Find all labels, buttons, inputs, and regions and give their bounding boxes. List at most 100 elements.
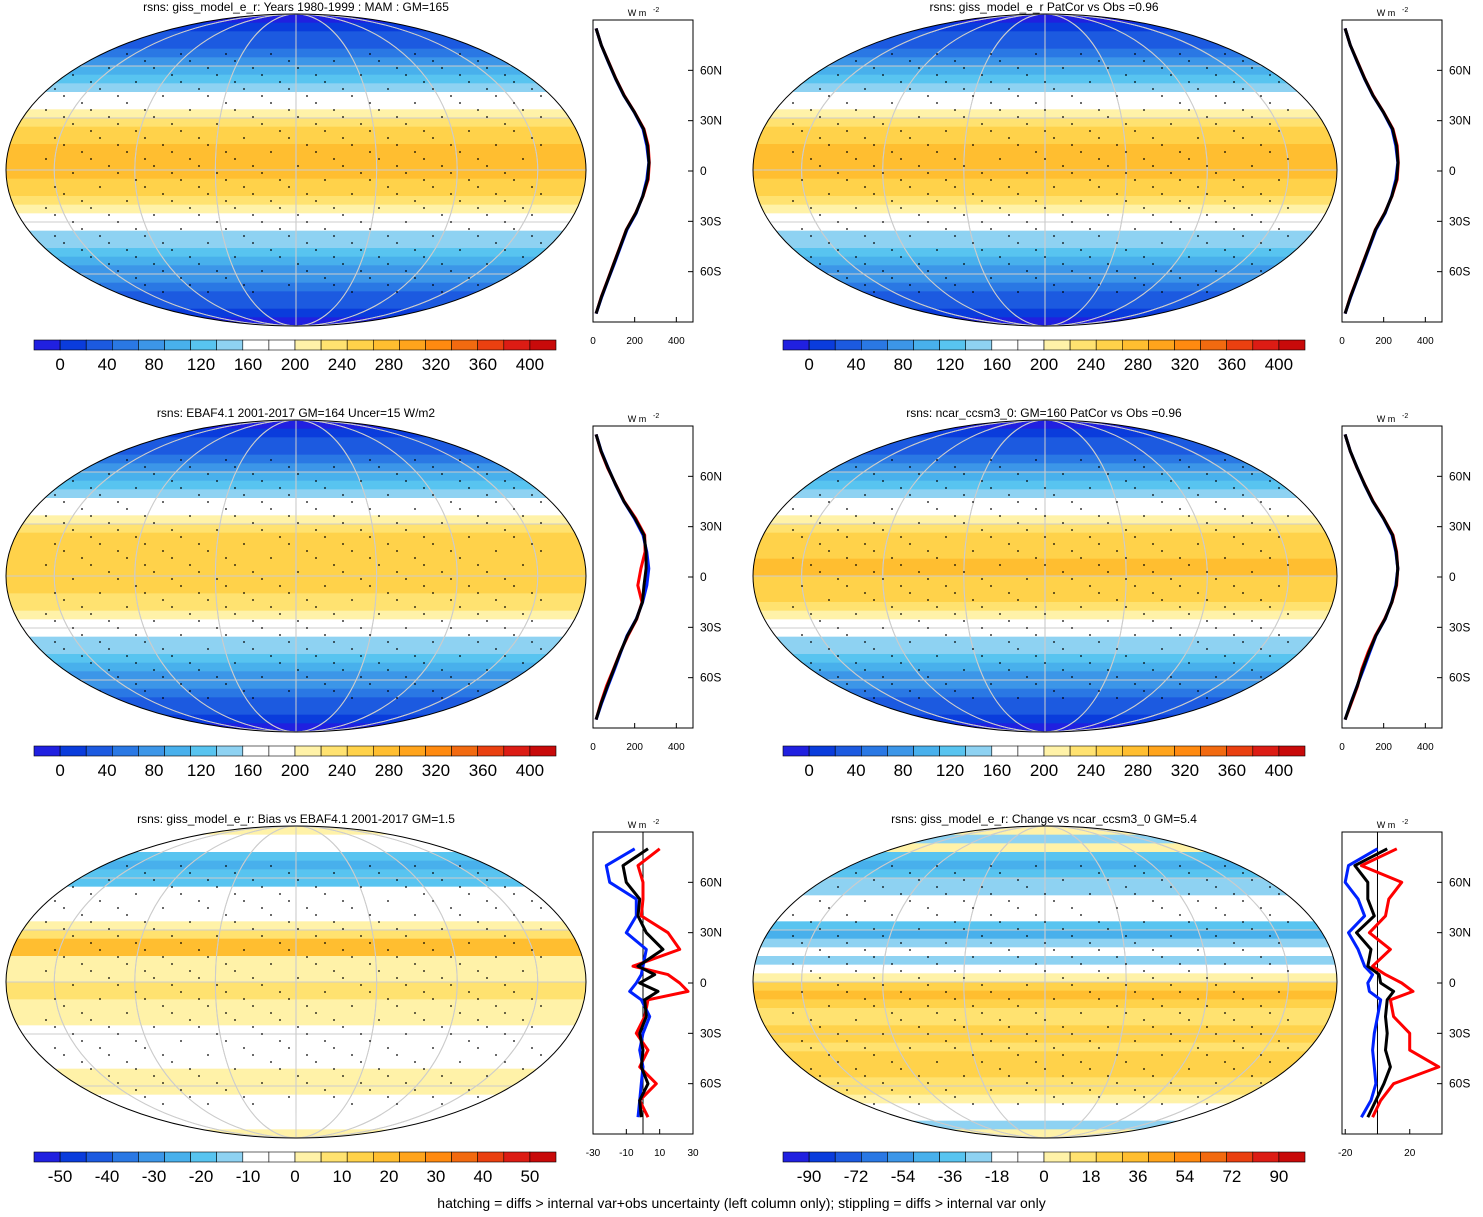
stipple-dot (1089, 662, 1091, 664)
profile-ytick-label: 60N (700, 875, 722, 889)
stipple-dot (873, 1005, 875, 1007)
stipple-dot (810, 1019, 812, 1021)
stipple-dot (333, 256, 335, 258)
stipple-dot (441, 879, 443, 881)
stipple-dot (189, 970, 191, 972)
stipple-dot (909, 186, 911, 188)
stipple-dot (1269, 151, 1271, 153)
stipple-dot (315, 914, 317, 916)
stipple-dot (225, 557, 227, 559)
stipple-dot (234, 81, 236, 83)
stipple-dot (1035, 963, 1037, 965)
stipple-dot (522, 662, 524, 664)
stipple-dot (846, 963, 848, 965)
stipple-dot (1224, 557, 1226, 559)
stipple-dot (1116, 599, 1118, 601)
stipple-dot (117, 95, 119, 97)
stipple-dot (1242, 109, 1244, 111)
stipple-dot (855, 515, 857, 517)
stipple-dot (873, 67, 875, 69)
colorbar-cell (992, 746, 1018, 756)
stipple-dot (540, 193, 542, 195)
stipple-dot (513, 634, 515, 636)
stipple-dot (459, 1061, 461, 1063)
profile-xtick-label: 400 (668, 742, 685, 753)
stipple-dot (126, 655, 128, 657)
stipple-dot (846, 536, 848, 538)
stipple-dot (1197, 690, 1199, 692)
stipple-dot (1251, 879, 1253, 881)
colorbar-tick-label: -50 (48, 1167, 73, 1186)
profile-ytick-label: 60N (700, 469, 722, 483)
stipple-dot (1269, 249, 1271, 251)
stipple-dot (45, 256, 47, 258)
profile-unit-sup: -2 (1402, 7, 1408, 14)
stipple-dot (459, 53, 461, 55)
stipple-dot (153, 620, 155, 622)
stipple-dot (1233, 487, 1235, 489)
stipple-dot (207, 473, 209, 475)
stipple-dot (261, 935, 263, 937)
stipple-dot (1071, 95, 1073, 97)
stipple-dot (90, 109, 92, 111)
stipple-dot (279, 179, 281, 181)
panel-ebaf: rsns: EBAF4.1 2001-2017 GM=164 Uncer=15 … (0, 406, 740, 811)
colorbar-tick-label: -20 (189, 1167, 214, 1186)
stipple-dot (261, 578, 263, 580)
stipple-dot (882, 1082, 884, 1084)
stipple-dot (72, 529, 74, 531)
colorbar-cell (1175, 746, 1201, 756)
colorbar-cell (165, 1152, 191, 1162)
stipple-dot (180, 487, 182, 489)
stipple-dot (216, 123, 218, 125)
stipple-dot (891, 151, 893, 153)
stipple-dot (234, 466, 236, 468)
stipple-dot (873, 550, 875, 552)
stipple-dot (450, 1005, 452, 1007)
stipple-dot (1278, 536, 1280, 538)
colorbar-tick-label: -90 (797, 1167, 822, 1186)
stipple-dot (387, 263, 389, 265)
colorbar-tick-label: 320 (422, 355, 450, 374)
stipple-dot (468, 130, 470, 132)
stipple-dot (189, 60, 191, 62)
stipple-dot (1251, 263, 1253, 265)
stipple-dot (324, 893, 326, 895)
stipple-dot (108, 571, 110, 573)
stipple-dot (234, 207, 236, 209)
stipple-dot (270, 1012, 272, 1014)
stipple-dot (459, 1012, 461, 1014)
stipple-dot (288, 494, 290, 496)
stipple-dot (1206, 165, 1208, 167)
stipple-dot (324, 81, 326, 83)
stipple-dot (486, 88, 488, 90)
stipple-dot (1107, 473, 1109, 475)
stipple-dot (945, 991, 947, 993)
stipple-dot (504, 627, 506, 629)
stipple-dot (81, 228, 83, 230)
stipple-dot (1071, 935, 1073, 937)
stipple-dot (801, 683, 803, 685)
stipple-dot (981, 984, 983, 986)
stipple-dot (126, 914, 128, 916)
stipple-dot (1260, 501, 1262, 503)
colorbar-tick-label: 280 (375, 761, 403, 780)
stipple-dot (1125, 172, 1127, 174)
stipple-dot (1116, 242, 1118, 244)
stipple-dot (522, 256, 524, 258)
colorbar-cell (373, 340, 399, 350)
stipple-dot (972, 1103, 974, 1105)
stipple-dot (333, 515, 335, 517)
stipple-dot (1161, 599, 1163, 601)
stipple-dot (819, 900, 821, 902)
stipple-dot (198, 1026, 200, 1028)
stipple-dot (1215, 676, 1217, 678)
stipple-dot (243, 998, 245, 1000)
stipple-dot (810, 1068, 812, 1070)
colorbar-tick-label: 280 (375, 355, 403, 374)
stipple-dot (1116, 697, 1118, 699)
colorbar-cell (295, 746, 321, 756)
stipple-dot (378, 613, 380, 615)
stipple-dot (873, 697, 875, 699)
stipple-dot (1242, 1047, 1244, 1049)
